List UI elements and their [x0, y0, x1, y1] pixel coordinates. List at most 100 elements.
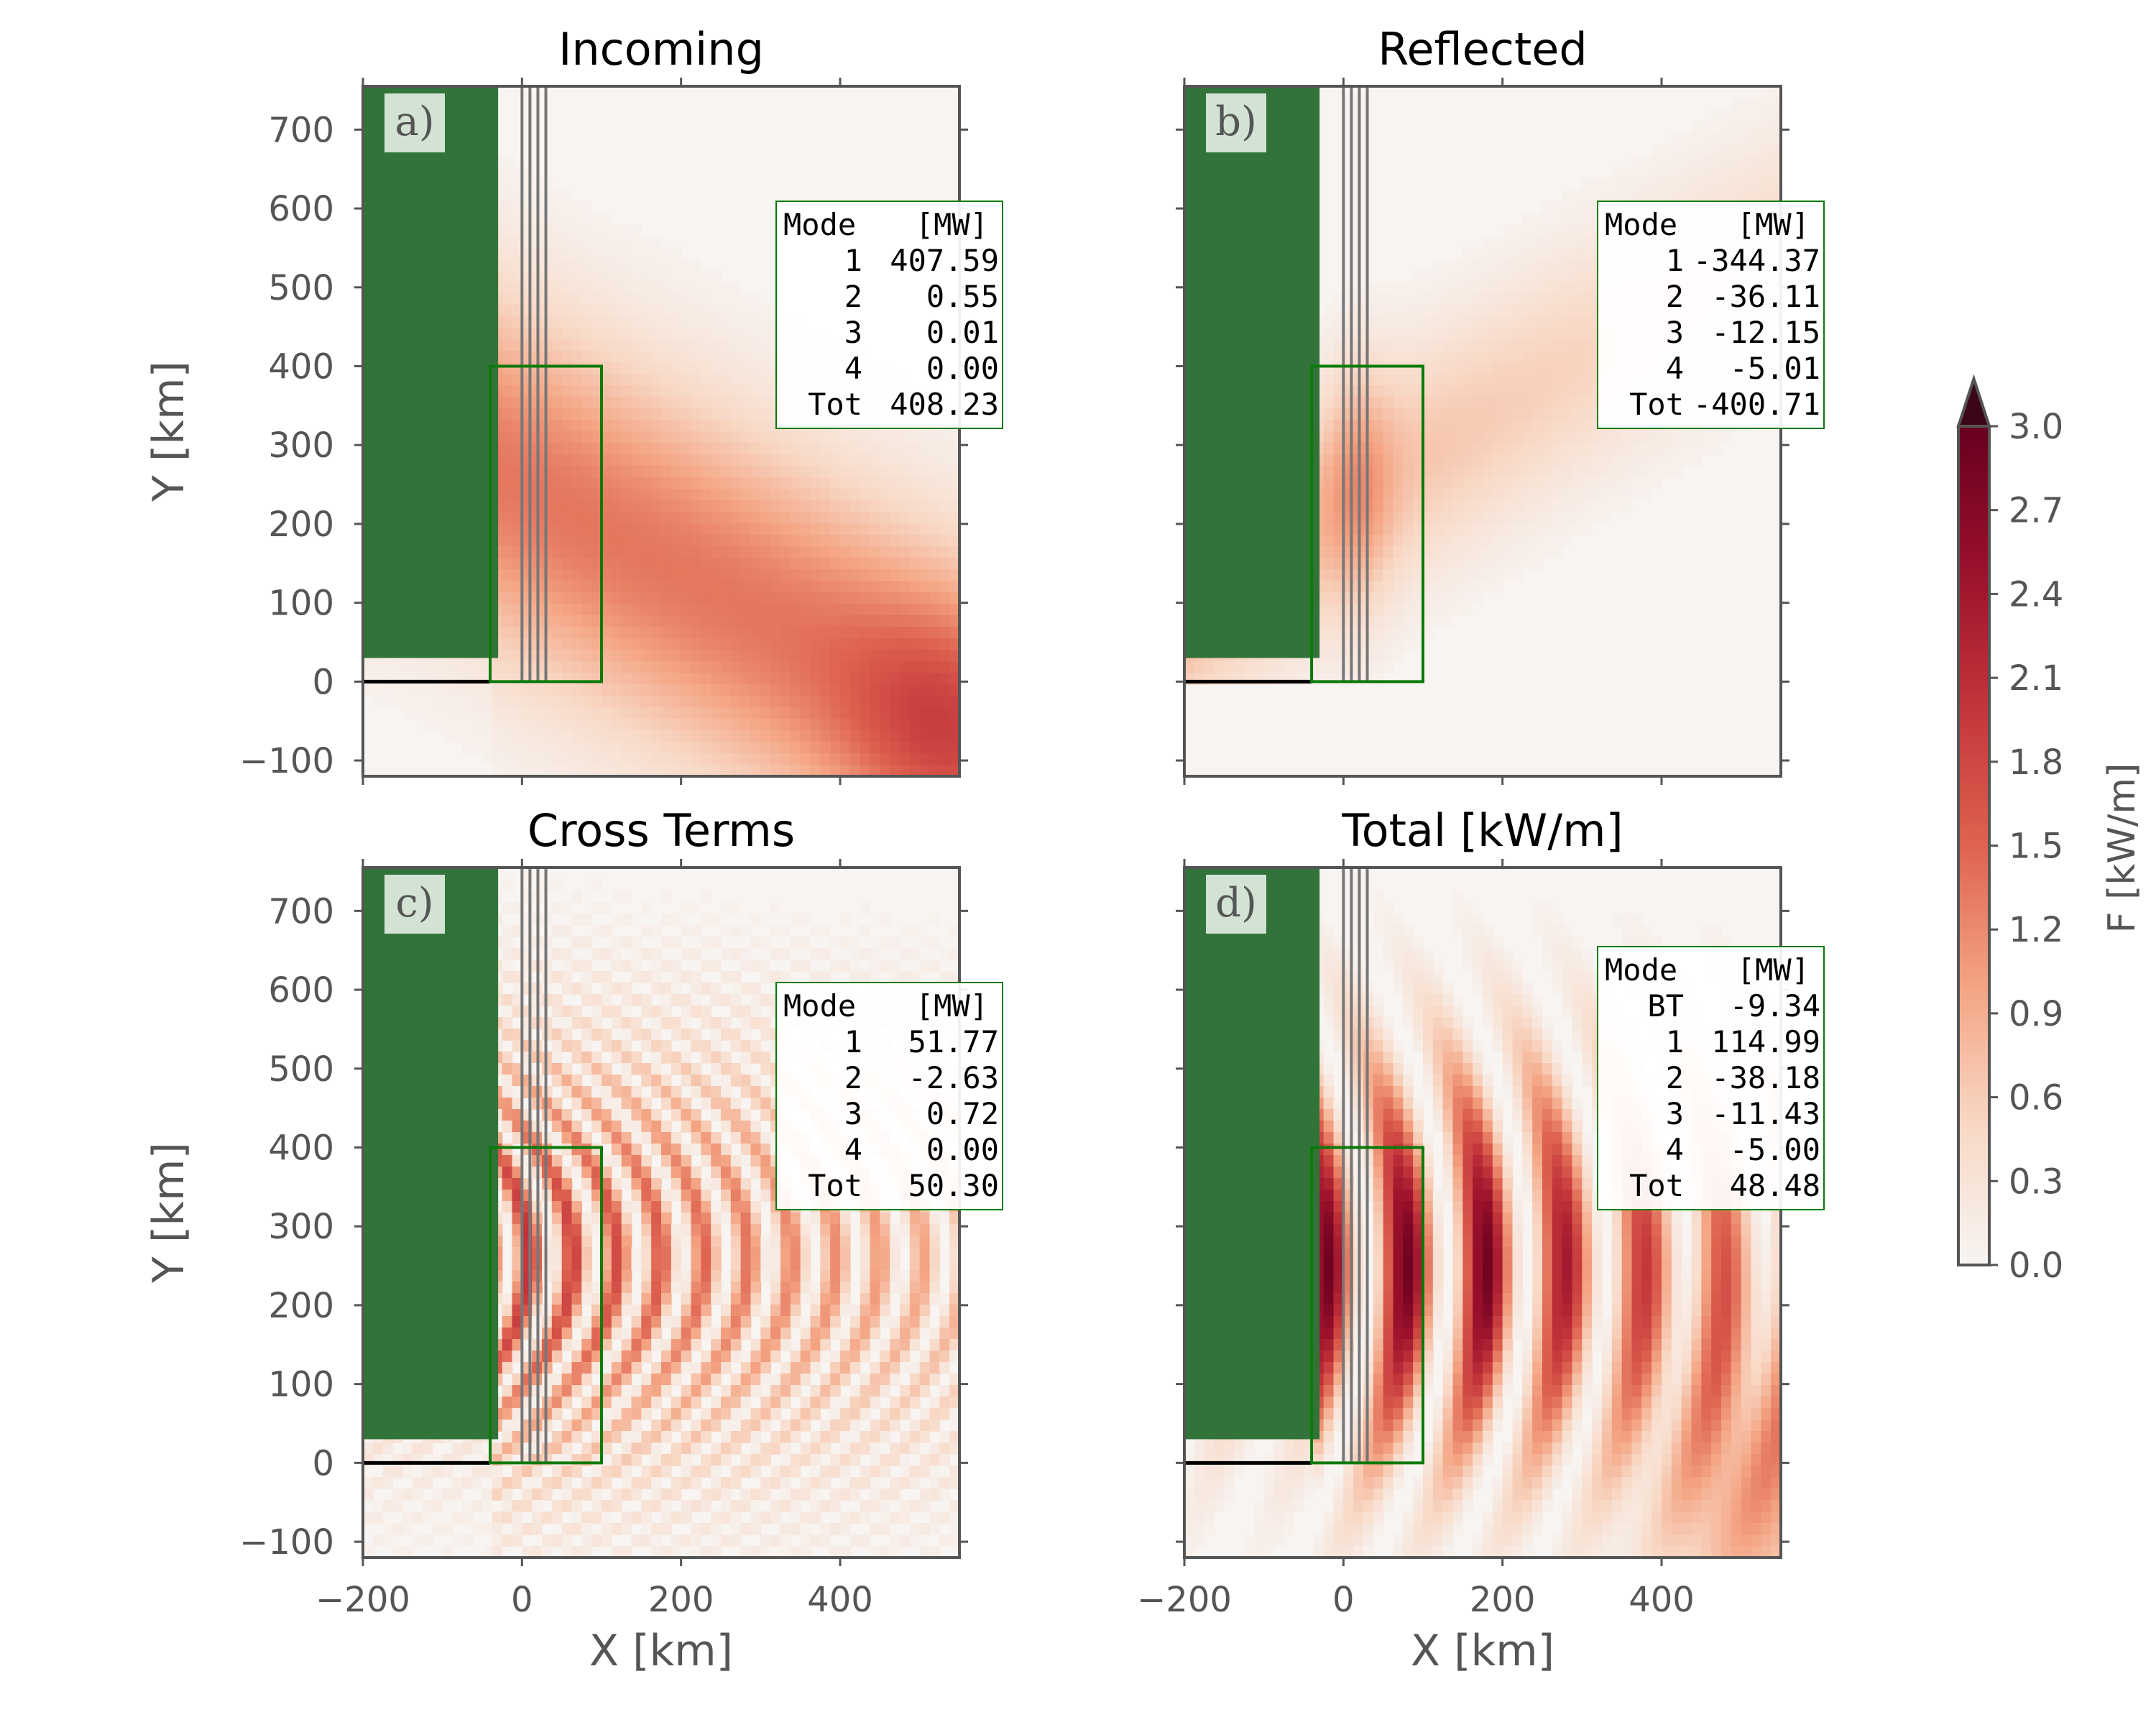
land-mask — [1184, 868, 1320, 1440]
colorbar: 0.0 0.3 0.6 0.9 1.2 1.5 1.8 2.1 2.4 2.7 3.0 F [kW/… — [1956, 374, 2144, 1286]
mode-table-mode: 4 — [1666, 1132, 1684, 1167]
mode-table-mode: 2 — [844, 279, 862, 314]
panel-label: d) — [1215, 880, 1257, 926]
mode-table: Mode [MW] 1 51.77 2 -2.63 3 0.72 4 0.00 Tot 50.30 — [775, 982, 1003, 1210]
y-tick-label: 500 — [268, 268, 334, 308]
y-tick-label: 400 — [268, 346, 334, 387]
y-tick-label: −100 — [239, 1522, 334, 1563]
heatmap-field — [363, 868, 959, 1558]
x-axis-label: X [km] — [1411, 1626, 1554, 1676]
mode-table-value: -344.37 — [1693, 243, 1820, 278]
x-tick-label: −200 — [315, 1580, 410, 1620]
axes-frame — [1183, 85, 1782, 778]
y-tick-label: 0 — [312, 1443, 334, 1484]
mode-table-value: -38.18 — [1711, 1060, 1820, 1095]
y-tick-label: 300 — [268, 1207, 334, 1247]
panel-title: Total [kW/m] — [1341, 804, 1623, 857]
mode-table-mode: 1 — [844, 1024, 862, 1059]
mode-table-header: [MW] — [1737, 952, 1810, 988]
mode-table-box — [775, 201, 1003, 429]
y-tick-label: 700 — [268, 891, 334, 932]
land-mask — [363, 86, 499, 658]
mode-table-header: Mode — [783, 988, 856, 1024]
mode-table-mode: 4 — [1666, 351, 1684, 386]
mode-table-mode: Tot — [1629, 1168, 1684, 1203]
colorbar-tick-label: 2.4 — [2009, 574, 2063, 615]
analysis-box — [489, 1146, 603, 1465]
mode-table-value: 0.55 — [926, 279, 999, 314]
mode-table-mode: Tot — [808, 387, 862, 422]
panel-title: Reflected — [1378, 23, 1588, 75]
mode-table-value: 51.77 — [908, 1024, 999, 1059]
y-tick-label: 600 — [268, 189, 334, 229]
heatmap-field — [1184, 86, 1781, 776]
mode-table-mode: 3 — [844, 1096, 862, 1131]
y-tick-label: 200 — [268, 505, 334, 545]
x-tick-label: 400 — [807, 1580, 873, 1620]
panel-label: a) — [395, 98, 434, 145]
mode-table-value: 114.99 — [1711, 1024, 1820, 1059]
panel-2: Reflected b) Mode [MW] 1 -344.37 2 -36.11 3 -12.1… — [1176, 23, 1825, 785]
mode-table-mode: 2 — [1666, 279, 1684, 314]
mode-table-header: [MW] — [916, 988, 988, 1024]
x-tick-label: 0 — [1332, 1580, 1355, 1620]
panel-4: −200 0 200 400 X [km] Total [kW/m] d) Mode [MW] B… — [1137, 804, 1825, 1676]
mode-table-mode: 1 — [1666, 243, 1684, 278]
mode-table-value: -12.15 — [1711, 315, 1820, 350]
mode-table-value: 0.00 — [926, 1132, 999, 1167]
analysis-box — [489, 364, 603, 684]
colorbar-tick-label: 1.8 — [2009, 742, 2063, 783]
colorbar-extend-arrow — [1956, 374, 1991, 428]
mode-table-value: -2.63 — [908, 1060, 999, 1095]
mode-table-value: -9.34 — [1730, 988, 1820, 1024]
panel-title: Incoming — [558, 23, 764, 75]
analysis-box — [1310, 364, 1424, 684]
mode-table-value: -36.11 — [1711, 279, 1820, 314]
mode-table-mode: 2 — [844, 1060, 862, 1095]
colorbar-tick-label: 1.2 — [2009, 910, 2063, 950]
y-tick-label: 500 — [268, 1049, 334, 1090]
panel-label-box — [1206, 875, 1266, 934]
mode-table-box — [775, 982, 1003, 1210]
mode-table-value: 407.59 — [890, 243, 999, 278]
mode-table-mode: 3 — [1666, 1096, 1684, 1131]
colorbar-tick-label: 2.7 — [2009, 491, 2063, 531]
mode-table-mode: 2 — [1666, 1060, 1684, 1095]
mode-table-header: [MW] — [916, 207, 988, 242]
mode-table-value: -5.00 — [1730, 1132, 1820, 1167]
x-tick-label: 0 — [511, 1580, 533, 1620]
colorbar-tick-label: 0.0 — [2009, 1246, 2063, 1286]
x-tick-label: 200 — [1470, 1580, 1536, 1620]
y-tick-label: 300 — [268, 426, 334, 466]
mode-table-mode: 3 — [844, 315, 862, 350]
y-tick-label: 100 — [268, 584, 334, 624]
x-tick-label: 400 — [1628, 1580, 1695, 1620]
panel-label-box — [384, 875, 445, 934]
mode-table: Mode [MW] BT -9.34 1 114.99 2 -38.18 3 -11.43 4 -5.… — [1597, 946, 1825, 1210]
mode-table-header: Mode — [1605, 207, 1677, 242]
y-tick-label: 100 — [268, 1365, 334, 1405]
mode-table: Mode [MW] 1 407.59 2 0.55 3 0.01 4 0.00 Tot 408.23 — [775, 201, 1003, 429]
mode-table-mode: Tot — [808, 1168, 862, 1203]
y-tick-label: 400 — [268, 1128, 334, 1168]
mode-table-mode: 1 — [1666, 1024, 1684, 1059]
panel-3: 700 600 500 400 300 200 100 0 −100 −200 0 200 400 X [… — [144, 804, 1003, 1676]
land-mask — [363, 868, 499, 1440]
axes-frame — [361, 866, 961, 1559]
mode-table-mode: 4 — [844, 1132, 862, 1167]
mode-table-value: 50.30 — [908, 1168, 999, 1203]
mode-table-header: [MW] — [1737, 207, 1810, 242]
mode-table-value: 0.00 — [926, 351, 999, 386]
mode-table-value: 0.01 — [926, 315, 999, 350]
panel-label: b) — [1215, 98, 1257, 145]
colorbar-tick-label: 0.9 — [2009, 994, 2063, 1034]
mode-table-box — [1597, 946, 1825, 1210]
y-axis-label: Y [km] — [144, 361, 194, 502]
mode-table-value: 48.48 — [1730, 1168, 1820, 1203]
mode-table-header: Mode — [1605, 952, 1677, 988]
mode-table-mode: 1 — [844, 243, 862, 278]
mode-table-mode: BT — [1647, 988, 1684, 1024]
y-axis-label: Y [km] — [144, 1142, 194, 1284]
mode-table-value: 408.23 — [890, 387, 999, 422]
